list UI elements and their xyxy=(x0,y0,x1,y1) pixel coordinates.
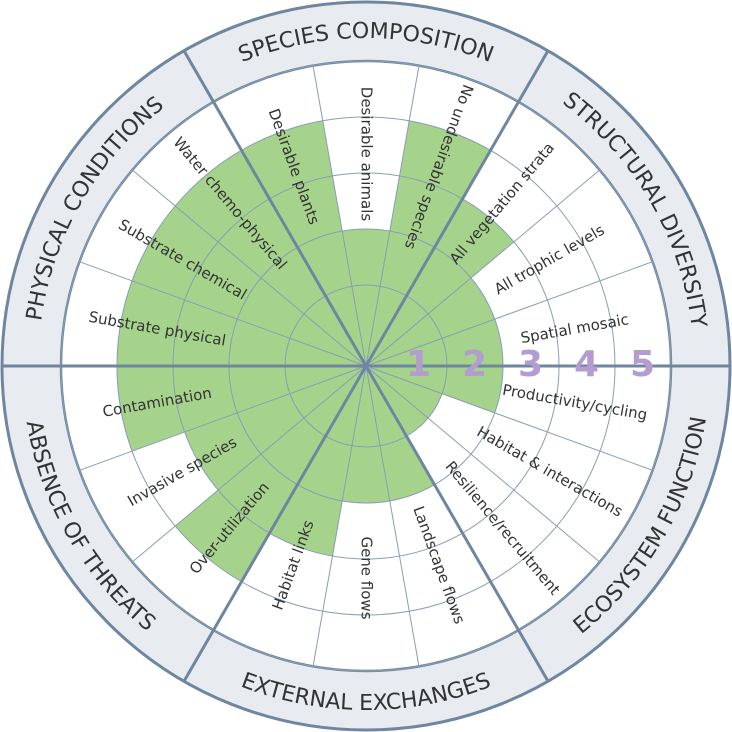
spoke xyxy=(365,169,600,367)
ring-label: 3 xyxy=(518,344,543,385)
ring-label: 5 xyxy=(630,344,655,385)
wedge xyxy=(241,120,366,366)
spoke xyxy=(312,65,367,367)
spoke xyxy=(365,365,600,563)
wedge xyxy=(132,205,366,366)
wedge xyxy=(366,366,503,413)
spoke xyxy=(365,261,653,367)
ring-label: 1 xyxy=(406,344,431,385)
wedge xyxy=(366,319,503,366)
wedge xyxy=(184,366,366,491)
wedge xyxy=(117,280,366,366)
spoke xyxy=(79,365,367,471)
group-divider xyxy=(364,365,550,682)
group-divider xyxy=(364,50,550,367)
wedge xyxy=(342,366,390,504)
spoke xyxy=(365,365,420,667)
wedge xyxy=(366,120,491,366)
ring-label: 4 xyxy=(574,344,599,385)
wedge xyxy=(366,366,443,419)
wedge xyxy=(366,366,429,437)
wedge xyxy=(269,366,366,557)
spoke xyxy=(365,65,420,367)
wedge xyxy=(175,366,366,582)
wedge xyxy=(366,277,495,366)
group-divider xyxy=(182,365,368,682)
spoke xyxy=(312,365,367,667)
spoke xyxy=(79,261,367,367)
wedge xyxy=(366,198,514,366)
ring-label: 2 xyxy=(462,344,487,385)
group-divider xyxy=(182,50,368,367)
spoke xyxy=(132,365,367,563)
wedge xyxy=(342,229,390,366)
spoke xyxy=(132,169,367,367)
attribute-label: Desirable animals xyxy=(358,87,376,222)
wedge xyxy=(117,366,366,452)
wedge xyxy=(175,150,366,366)
attribute-label: Gene flows xyxy=(358,536,376,619)
wedge xyxy=(366,366,435,501)
spoke xyxy=(365,365,653,471)
